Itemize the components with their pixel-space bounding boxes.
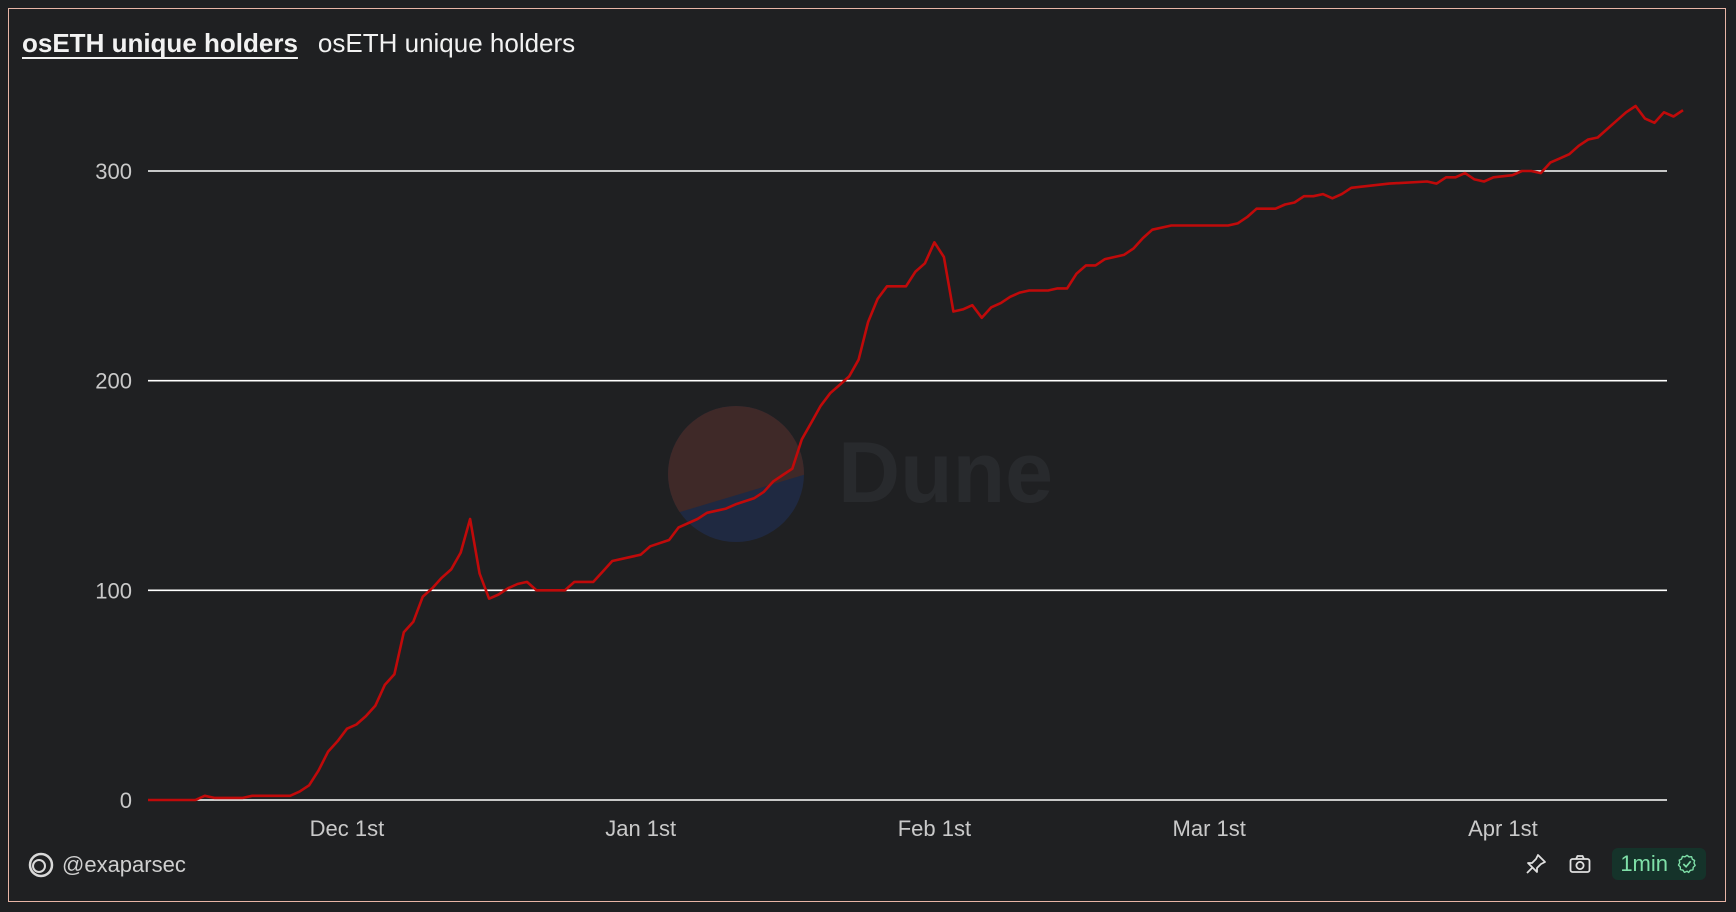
query-title-link[interactable]: osETH unique holders [22, 28, 298, 58]
x-tick-label: Mar 1st [1173, 816, 1246, 841]
refresh-interval: 1min [1620, 851, 1668, 876]
check-circle-icon [1677, 854, 1696, 874]
avatar-icon [28, 852, 54, 878]
chart-actions: 1min [1524, 848, 1706, 880]
author-handle[interactable]: @exaparsec [62, 852, 186, 877]
dune-watermark: Dune [668, 406, 1053, 542]
x-tick-label: Jan 1st [605, 816, 676, 841]
chart-card [8, 8, 1726, 902]
visualization-title: osETH unique holders [317, 28, 576, 58]
series-line-osETH-holders [148, 104, 1684, 802]
chart-header: osETH unique holders osETH unique holder… [22, 28, 575, 59]
y-tick-label: 200 [95, 369, 132, 394]
camera-icon[interactable] [1568, 852, 1592, 876]
pin-icon[interactable] [1524, 852, 1548, 876]
y-tick-label: 300 [95, 159, 132, 184]
dune-logo-icon [668, 406, 804, 542]
x-tick-label: Feb 1st [898, 816, 971, 841]
y-tick-label: 0 [120, 788, 132, 813]
author-block: @exaparsec [28, 852, 186, 878]
x-tick-label: Dec 1st [310, 816, 385, 841]
refresh-badge[interactable]: 1min [1612, 848, 1706, 880]
watermark-text: Dune [838, 425, 1053, 521]
y-tick-label: 100 [95, 578, 132, 603]
x-tick-label: Apr 1st [1468, 816, 1538, 841]
